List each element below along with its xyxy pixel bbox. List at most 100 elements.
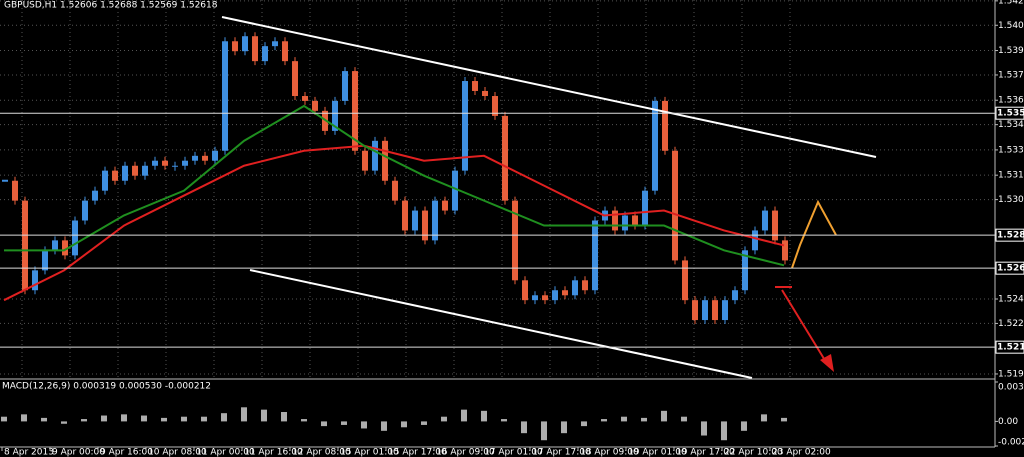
level-label: 1.53538 [997,109,1024,119]
macd-bar [261,409,267,422]
macd-bar [641,417,647,422]
candle [452,170,458,211]
candle [232,41,238,52]
macd-bar [661,410,667,422]
x-tick-label: 9 Apr 00:00 [52,448,105,457]
macd-bar [241,407,247,422]
y-tick-label: 1.53025 [998,195,1024,205]
candle [332,100,338,131]
candle [72,220,78,256]
x-tick-label: 15 Apr 01:00 [340,448,399,457]
candle [492,96,498,116]
candle [732,290,738,301]
macd-bar [781,417,787,422]
candle [92,190,98,201]
level-box [995,261,1024,275]
candle [522,280,528,301]
y-tick-label: 1.52435 [998,294,1024,304]
macd-bar [701,421,707,436]
macd-bar [381,421,387,431]
macd-bar [341,421,347,425]
x-tick-label: 18 Apr 09:00 [580,448,639,457]
candle [392,180,398,201]
candle [662,100,668,151]
macd-bar [321,421,327,427]
macd-bar [301,419,307,422]
macd-y-tick-label: -0.002091 [998,438,1024,448]
y-tick-label: 1.53320 [998,145,1024,155]
candle [302,96,308,101]
candle [82,200,88,221]
macd-bar [461,409,467,422]
macd-bar [581,421,587,427]
x-tick-label: 10 Apr 08:00 [148,448,207,457]
x-tick-label: 9 Apr 16:00 [100,448,153,457]
macd-bar [1,416,7,422]
y-tick-label: 1.52290 [998,319,1024,329]
candle [782,240,788,261]
macd-bar [181,416,187,422]
x-tick-label: 22 Apr 10:00 [724,448,783,457]
candle [772,210,778,241]
macd-bar [501,419,507,422]
macd-y-tick-label: 0.00 [998,417,1018,427]
level-label: 1.52814 [997,231,1024,241]
candle [472,81,478,91]
candle [212,150,218,161]
candle [462,81,468,171]
marks [2,32,788,325]
candle [52,240,58,251]
candle [22,200,28,291]
candle [682,260,688,301]
candle [632,215,638,226]
macd-title: MACD(12,26,9) 0.000319 0.000530 -0.00021… [2,382,211,392]
x-tick-label: 19 Apr 17:00 [676,448,735,457]
candle [172,165,178,167]
macd-bar [21,414,27,422]
candle [42,250,48,271]
candle [372,140,378,171]
macd-bar [521,421,527,434]
macd-bar [441,416,447,422]
macd-bar [621,416,627,422]
macd-bar [741,421,747,431]
candle [692,300,698,321]
y-tick-label: 1.53765 [998,70,1024,80]
y-tick-label: 1.51990 [998,369,1024,379]
candle [562,290,568,296]
macd-bar [281,412,287,422]
candle [422,210,428,241]
macd-bar [81,419,87,422]
macd-bar [681,416,687,422]
candle [702,300,708,321]
y-tick-label: 1.53470 [998,120,1024,130]
x-tick-label: 17 Apr 01:00 [484,448,543,457]
candle [482,90,488,97]
candle [442,200,448,211]
macd-bar [141,415,147,422]
candle [272,41,278,47]
level-label: 1.52618 [997,264,1024,274]
y-tick-label: 1.53170 [998,171,1024,181]
level-label: 1.52149 [997,343,1024,353]
candle [12,180,18,201]
macd-bar [161,417,167,422]
x-tick-label: 8 Apr 2013 [4,448,54,457]
macd-bar [541,421,547,441]
macd-bar [481,410,487,422]
candle [352,71,358,151]
macd-bar [401,421,407,428]
candle [32,270,38,291]
candle [542,295,548,301]
forecast-down [781,289,827,363]
candle [162,160,168,166]
candle [252,36,258,62]
level-box [995,340,1024,354]
macd-bar [121,414,127,422]
macd-bar [61,421,67,424]
candle [592,220,598,291]
candle [382,140,388,181]
candle [672,150,678,261]
candle [502,115,508,201]
